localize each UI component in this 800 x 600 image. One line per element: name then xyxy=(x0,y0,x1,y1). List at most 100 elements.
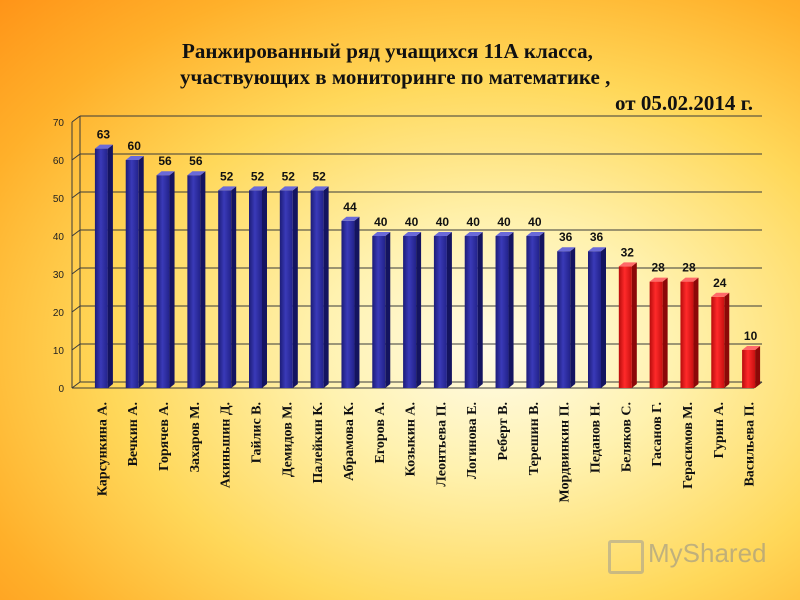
data-label: 52 xyxy=(251,169,265,183)
data-label: 60 xyxy=(128,139,142,153)
bar-front xyxy=(557,251,571,388)
bar-front xyxy=(94,148,108,388)
bar-front xyxy=(279,190,293,388)
bar-side xyxy=(601,247,606,388)
bar-front xyxy=(649,281,663,388)
data-label: 44 xyxy=(343,200,357,214)
bar-top xyxy=(372,232,391,236)
x-tick-label: Логинова Е. xyxy=(465,402,480,479)
bar-side xyxy=(724,292,730,388)
x-tick-label: Реберт В. xyxy=(496,402,511,460)
x-tick-label: Вечкин А. xyxy=(126,402,141,466)
bar xyxy=(372,232,391,388)
bar-front xyxy=(187,175,201,388)
x-tick-label: Гурин А. xyxy=(712,402,727,458)
gridline-depth xyxy=(71,115,81,123)
y-tick-label: 20 xyxy=(53,308,65,319)
data-label: 28 xyxy=(682,261,696,275)
data-label: 40 xyxy=(497,215,511,229)
bar xyxy=(156,171,175,388)
bar xyxy=(279,186,298,388)
data-label: 40 xyxy=(436,215,450,229)
bar-front xyxy=(711,296,725,388)
bar-front xyxy=(680,281,694,388)
bar-top xyxy=(495,232,514,236)
bar-top xyxy=(310,186,329,191)
bar-side xyxy=(477,232,483,388)
data-label: 36 xyxy=(559,230,573,244)
data-label: 52 xyxy=(312,169,326,183)
bar-top xyxy=(588,247,606,252)
bar-front xyxy=(618,266,632,388)
x-tick-label: Гайлис В. xyxy=(250,402,265,463)
x-tick-label: Терешин В. xyxy=(527,402,542,475)
y-tick-label: 30 xyxy=(53,270,65,281)
watermark-logo: MyShared xyxy=(608,536,768,576)
bar-side xyxy=(262,186,267,388)
bar-top xyxy=(557,247,576,252)
x-tick-label: Карсункина А. xyxy=(95,402,110,496)
bar-top xyxy=(279,186,298,191)
y-tick-label: 0 xyxy=(58,384,64,395)
watermark-icon xyxy=(608,540,644,574)
x-tick-label: Егоров А. xyxy=(373,402,388,463)
bar xyxy=(310,186,329,388)
bar xyxy=(249,186,267,388)
x-tick-label: Абрамова К. xyxy=(342,402,357,481)
chart-title-line-3: от 05.02.2014 г. xyxy=(615,91,753,115)
bar-side xyxy=(292,186,298,388)
bar xyxy=(94,144,113,388)
bar xyxy=(742,346,761,388)
chart-title-line-2: участвующих в мониторинге по математике … xyxy=(180,65,611,89)
bar-side xyxy=(693,277,699,388)
bar-top xyxy=(742,346,761,350)
x-tick-label: Демидов М. xyxy=(280,402,295,477)
data-label: 56 xyxy=(189,154,203,168)
bar-top xyxy=(187,171,206,176)
bar-top xyxy=(94,144,113,149)
data-label: 10 xyxy=(744,329,758,343)
data-label: 24 xyxy=(713,276,727,290)
bar-side xyxy=(138,156,144,388)
bar-side xyxy=(169,171,175,388)
bar-front xyxy=(588,251,601,388)
bar xyxy=(341,216,360,388)
x-tick-label: Герасимов М. xyxy=(681,402,696,489)
bar-top xyxy=(156,171,175,176)
bar xyxy=(403,232,422,388)
x-tick-label: Захаров М. xyxy=(188,402,203,472)
bar xyxy=(680,277,699,388)
y-tick-label: 10 xyxy=(53,346,65,357)
bar-front xyxy=(403,236,417,388)
bar-front xyxy=(218,190,232,388)
data-label: 32 xyxy=(621,245,635,259)
data-label: 52 xyxy=(282,169,296,183)
gridline-depth xyxy=(71,191,81,199)
x-tick-label: Педанов Н. xyxy=(589,402,604,473)
data-label: 52 xyxy=(220,169,234,183)
bar-front xyxy=(526,236,540,388)
x-tick-label: Леонтьева П. xyxy=(434,402,449,487)
bar-top xyxy=(618,262,637,267)
bar-top xyxy=(125,156,144,160)
bar xyxy=(218,186,237,388)
bar xyxy=(433,232,452,388)
chart-title-line-1: Ранжированный ряд учащихся 11А класса, xyxy=(182,39,593,63)
gridline-depth xyxy=(71,381,81,389)
watermark-text: MyShared xyxy=(648,538,767,568)
bar-front xyxy=(433,236,447,388)
gridline-depth xyxy=(71,305,81,313)
bar-side xyxy=(323,186,329,388)
bar-side xyxy=(446,232,452,388)
gridline-depth xyxy=(71,267,81,275)
data-label: 63 xyxy=(97,128,111,142)
data-label: 40 xyxy=(528,215,542,229)
bar-front xyxy=(372,236,386,388)
y-tick-label: 40 xyxy=(53,232,65,243)
bar xyxy=(125,156,144,388)
bar-front xyxy=(249,190,262,388)
bar-top xyxy=(403,232,422,236)
bar xyxy=(588,247,606,388)
bar-top xyxy=(464,232,483,236)
